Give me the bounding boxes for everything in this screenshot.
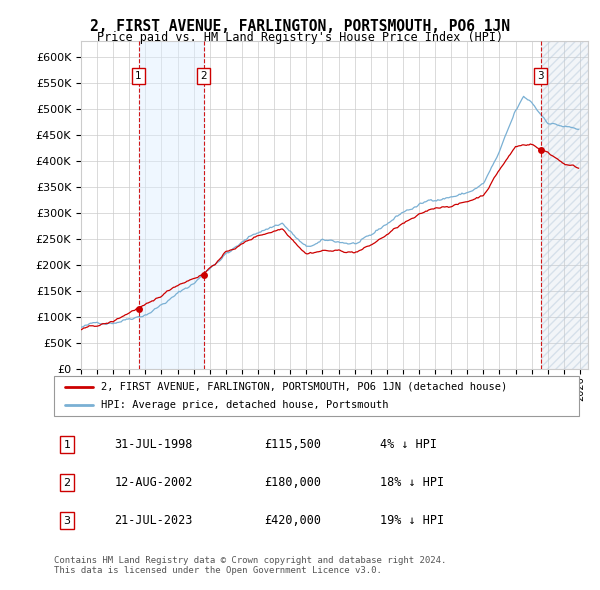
Text: 2, FIRST AVENUE, FARLINGTON, PORTSMOUTH, PO6 1JN: 2, FIRST AVENUE, FARLINGTON, PORTSMOUTH,… <box>90 19 510 34</box>
Bar <box>139 41 203 369</box>
Text: 12-AUG-2002: 12-AUG-2002 <box>115 476 193 489</box>
Bar <box>541 41 588 369</box>
Text: 4% ↓ HPI: 4% ↓ HPI <box>380 438 437 451</box>
Text: 19% ↓ HPI: 19% ↓ HPI <box>380 514 443 527</box>
Text: 3: 3 <box>537 71 544 81</box>
Text: 3: 3 <box>64 516 71 526</box>
Text: £115,500: £115,500 <box>264 438 321 451</box>
Text: £180,000: £180,000 <box>264 476 321 489</box>
Text: Price paid vs. HM Land Registry's House Price Index (HPI): Price paid vs. HM Land Registry's House … <box>97 31 503 44</box>
Text: 1: 1 <box>136 71 142 81</box>
FancyBboxPatch shape <box>54 376 579 416</box>
Bar <box>541 41 588 369</box>
Text: 2: 2 <box>200 71 207 81</box>
Text: 18% ↓ HPI: 18% ↓ HPI <box>380 476 443 489</box>
Text: £420,000: £420,000 <box>264 514 321 527</box>
Text: Contains HM Land Registry data © Crown copyright and database right 2024.
This d: Contains HM Land Registry data © Crown c… <box>54 556 446 575</box>
Text: 1: 1 <box>64 440 71 450</box>
Text: 2, FIRST AVENUE, FARLINGTON, PORTSMOUTH, PO6 1JN (detached house): 2, FIRST AVENUE, FARLINGTON, PORTSMOUTH,… <box>101 382 508 392</box>
Text: 31-JUL-1998: 31-JUL-1998 <box>115 438 193 451</box>
Text: HPI: Average price, detached house, Portsmouth: HPI: Average price, detached house, Port… <box>101 400 389 410</box>
Text: 2: 2 <box>64 478 71 488</box>
Text: 21-JUL-2023: 21-JUL-2023 <box>115 514 193 527</box>
